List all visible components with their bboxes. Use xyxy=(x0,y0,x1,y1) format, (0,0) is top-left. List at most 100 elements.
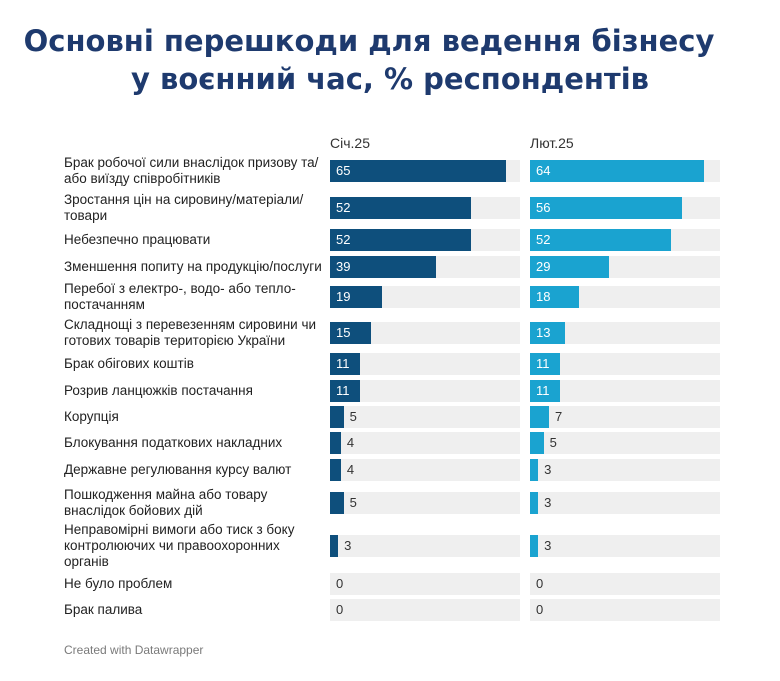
value-label: 3 xyxy=(344,538,352,553)
bar-track: 3 xyxy=(530,459,720,481)
category-label: Розрив ланцюжків постачання xyxy=(64,383,253,398)
bar-track: 29 xyxy=(530,256,720,278)
category-label: Не було проблем xyxy=(64,576,173,591)
bar-series-1 xyxy=(330,535,339,557)
bar-track: 56 xyxy=(530,197,720,219)
bar-series-2 xyxy=(530,322,566,344)
bar-series-1 xyxy=(330,322,371,344)
bar-track: 39 xyxy=(330,256,520,278)
value-label: 3 xyxy=(544,538,552,553)
bar-track: 3 xyxy=(530,535,720,557)
value-label: 11 xyxy=(336,356,350,371)
chart-title: Основні перешкоди для ведення бізнесу у … xyxy=(0,22,780,98)
category-label: Зменшення попиту на продукцію/послуги xyxy=(64,259,322,274)
bar-track: 0 xyxy=(330,599,520,621)
bar-track: 13 xyxy=(530,322,720,344)
category-label: Брак палива xyxy=(64,602,143,617)
bar-track: 11 xyxy=(530,380,720,402)
value-label: 3 xyxy=(544,495,552,510)
bar-series-1 xyxy=(330,459,341,481)
category-label: Небезпечно працювати xyxy=(64,232,211,247)
bar-track: 65 xyxy=(330,160,520,182)
bar-series-1 xyxy=(330,432,341,454)
chart-title-line-2: у воєнний час, % респондентів xyxy=(130,62,650,96)
bar-series-1 xyxy=(330,229,472,251)
value-label: 64 xyxy=(536,163,551,178)
bar-track: 15 xyxy=(330,322,520,344)
bar-series-2 xyxy=(530,459,539,481)
bar-series-2 xyxy=(530,432,544,454)
bar-series-2 xyxy=(530,535,539,557)
bar-track: 52 xyxy=(330,229,520,251)
value-label: 0 xyxy=(536,576,544,591)
value-label: 5 xyxy=(549,435,557,450)
value-label: 11 xyxy=(336,383,350,398)
value-label: 5 xyxy=(349,495,357,510)
category-label: Зростання цін на сировину/матеріали/ тов… xyxy=(64,192,304,223)
datawrapper-credit: Created with Datawrapper xyxy=(64,643,204,657)
bar-track: 11 xyxy=(330,380,520,402)
value-label: 5 xyxy=(349,409,357,424)
bar-series-2 xyxy=(530,380,560,402)
value-label: 56 xyxy=(536,200,551,215)
bar-track: 19 xyxy=(330,286,520,308)
category-label: Неправомірні вимоги або тиск з боку конт… xyxy=(64,522,295,569)
bar-track: 5 xyxy=(330,406,520,428)
bar-series-2 xyxy=(530,406,549,428)
bar-series-2 xyxy=(530,353,560,375)
value-label: 19 xyxy=(336,289,351,304)
value-label: 3 xyxy=(544,462,552,477)
value-label: 52 xyxy=(536,232,551,247)
category-label: Корупція xyxy=(64,409,119,424)
bar-series-2 xyxy=(530,197,682,219)
value-label: 39 xyxy=(336,259,351,274)
bar-series-1 xyxy=(330,380,360,402)
value-label: 52 xyxy=(336,232,351,247)
value-label: 4 xyxy=(346,462,355,477)
bar-track: 64 xyxy=(530,160,720,182)
bar-track: 11 xyxy=(530,353,720,375)
bar-track: 18 xyxy=(530,286,720,308)
bar-track: 3 xyxy=(330,535,520,557)
category-label: Державне регулювання курсу валют xyxy=(64,462,292,477)
bar-series-1 xyxy=(330,256,436,278)
bar-track: 52 xyxy=(530,229,720,251)
value-label: 11 xyxy=(536,356,550,371)
value-label: 4 xyxy=(346,435,355,450)
category-label: Складнощі з перевезенням сировини чи гот… xyxy=(64,317,317,348)
value-label: 0 xyxy=(336,576,344,591)
bar-track: 52 xyxy=(330,197,520,219)
value-label: 0 xyxy=(336,602,344,617)
bar-series-1 xyxy=(330,160,507,182)
bar-series-1 xyxy=(330,406,344,428)
bar-track: 0 xyxy=(330,573,520,595)
category-label: Блокування податкових накладних xyxy=(64,435,283,450)
value-label: 15 xyxy=(336,325,351,340)
category-label: Брак обігових коштів xyxy=(64,356,194,371)
bar-track: 4 xyxy=(330,432,520,454)
value-label: 65 xyxy=(336,163,351,178)
chart-title-line-1: Основні перешкоди для ведення бізнесу xyxy=(23,24,715,58)
bar-track: 0 xyxy=(530,599,720,621)
value-label: 0 xyxy=(536,602,544,617)
value-label: 18 xyxy=(536,289,551,304)
bar-series-1 xyxy=(330,197,472,219)
bar-track: 5 xyxy=(530,432,720,454)
bar-track: 3 xyxy=(530,492,720,514)
value-label: 13 xyxy=(536,325,551,340)
bar-series-1 xyxy=(330,286,382,308)
category-label: Перебої з електро-, водо- або тепло- пос… xyxy=(64,281,296,312)
bar-series-1 xyxy=(330,492,344,514)
bar-series-2 xyxy=(530,229,672,251)
value-label: 7 xyxy=(555,409,563,424)
value-label: 29 xyxy=(536,259,551,274)
bar-series-2 xyxy=(530,160,704,182)
bar-series-2 xyxy=(530,286,579,308)
bar-track: 11 xyxy=(330,353,520,375)
bar-track: 0 xyxy=(530,573,720,595)
bar-series-2 xyxy=(530,492,539,514)
bar-track: 5 xyxy=(330,492,520,514)
series-header-2: Лют.25 xyxy=(530,135,574,151)
category-label: Пошкодження майна або товару внаслідок б… xyxy=(64,487,268,518)
category-label: Брак робочої сили внаслідок призову та/ … xyxy=(64,155,319,186)
